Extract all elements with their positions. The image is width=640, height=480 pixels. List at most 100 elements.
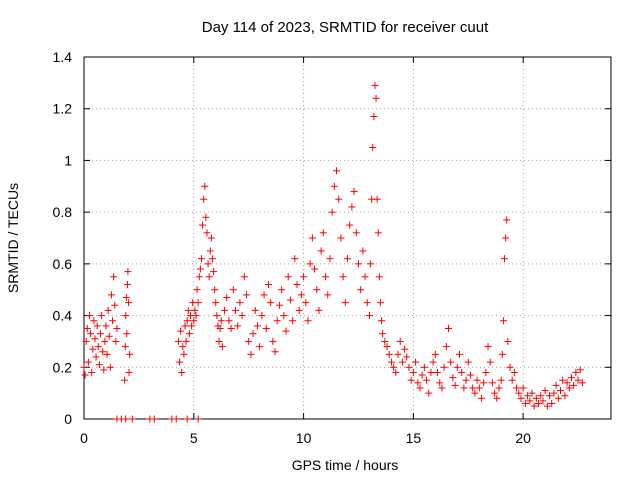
data-point — [341, 299, 349, 307]
data-point — [455, 350, 463, 358]
data-point — [405, 363, 413, 371]
data-point — [105, 332, 113, 340]
data-point — [238, 312, 246, 320]
data-point — [271, 348, 279, 356]
data-point — [123, 330, 131, 338]
x-tick-label: 0 — [80, 430, 88, 446]
data-point — [204, 260, 212, 268]
data-point — [438, 384, 446, 392]
data-point — [563, 379, 571, 387]
data-point — [510, 368, 518, 376]
data-point — [381, 337, 389, 345]
data-point — [550, 389, 558, 397]
data-point — [236, 299, 244, 307]
data-point — [409, 368, 417, 376]
data-point — [249, 330, 257, 338]
data-point — [82, 337, 90, 345]
y-tick-label: 1.4 — [53, 49, 73, 65]
data-point — [350, 187, 358, 195]
data-point — [106, 363, 114, 371]
data-point — [193, 286, 201, 294]
data-point — [205, 273, 213, 281]
data-point — [267, 299, 275, 307]
data-point — [521, 399, 529, 407]
data-point — [519, 384, 527, 392]
data-point — [335, 195, 343, 203]
data-point — [260, 291, 268, 299]
data-point — [425, 389, 433, 397]
y-tick-label: 0.6 — [53, 256, 73, 272]
data-point — [84, 358, 92, 366]
data-point — [486, 358, 494, 366]
data-point — [247, 350, 255, 358]
data-point — [102, 322, 110, 330]
data-point — [574, 376, 582, 384]
data-point — [359, 247, 367, 255]
data-point — [99, 348, 107, 356]
data-point — [392, 368, 400, 376]
data-point — [578, 379, 586, 387]
data-point — [278, 286, 286, 294]
data-point — [337, 234, 345, 242]
data-point — [245, 337, 253, 345]
data-point — [104, 306, 112, 314]
data-point — [313, 286, 321, 294]
data-point — [554, 394, 562, 402]
data-point — [229, 286, 237, 294]
data-point — [570, 381, 578, 389]
data-point — [194, 299, 202, 307]
data-point — [206, 247, 214, 255]
data-point — [394, 350, 402, 358]
data-point — [92, 353, 100, 361]
data-point — [460, 384, 468, 392]
data-point — [524, 392, 532, 400]
data-point — [215, 337, 223, 345]
data-point — [182, 337, 190, 345]
data-point — [201, 182, 209, 190]
data-point — [330, 182, 338, 190]
data-point — [211, 286, 219, 294]
data-point — [398, 358, 406, 366]
data-point — [113, 325, 121, 332]
data-point — [218, 343, 226, 351]
data-point — [199, 221, 207, 229]
data-point — [286, 296, 294, 304]
data-point — [497, 376, 505, 384]
data-point — [390, 363, 398, 371]
data-point — [378, 317, 386, 325]
x-tick-label: 10 — [296, 430, 312, 446]
data-point — [420, 363, 428, 371]
data-point — [177, 327, 185, 335]
data-point — [210, 268, 218, 276]
data-point — [264, 281, 272, 289]
grid-lines — [84, 57, 611, 419]
data-point — [300, 273, 308, 281]
data-point — [515, 389, 523, 397]
data-point — [458, 368, 466, 376]
data-point — [302, 299, 310, 307]
data-point — [548, 399, 556, 407]
data-point — [269, 337, 277, 345]
data-point — [125, 368, 133, 376]
data-point — [491, 389, 499, 397]
data-point — [346, 221, 354, 229]
data-point — [434, 368, 442, 376]
data-point — [91, 335, 99, 343]
y-tick-label: 1 — [64, 152, 72, 168]
y-tick-label: 0 — [64, 411, 72, 427]
data-point — [95, 361, 103, 369]
data-point — [354, 260, 362, 268]
data-point — [442, 343, 450, 351]
data-point — [535, 399, 543, 407]
data-point — [508, 376, 516, 384]
data-point — [365, 312, 373, 320]
data-point — [87, 330, 95, 338]
data-point — [315, 306, 323, 314]
x-tick-label: 15 — [406, 430, 422, 446]
data-point — [126, 350, 134, 358]
data-point — [221, 306, 229, 314]
data-point — [103, 350, 111, 358]
data-point — [541, 387, 549, 395]
data-points — [80, 81, 586, 423]
data-point — [559, 376, 567, 384]
